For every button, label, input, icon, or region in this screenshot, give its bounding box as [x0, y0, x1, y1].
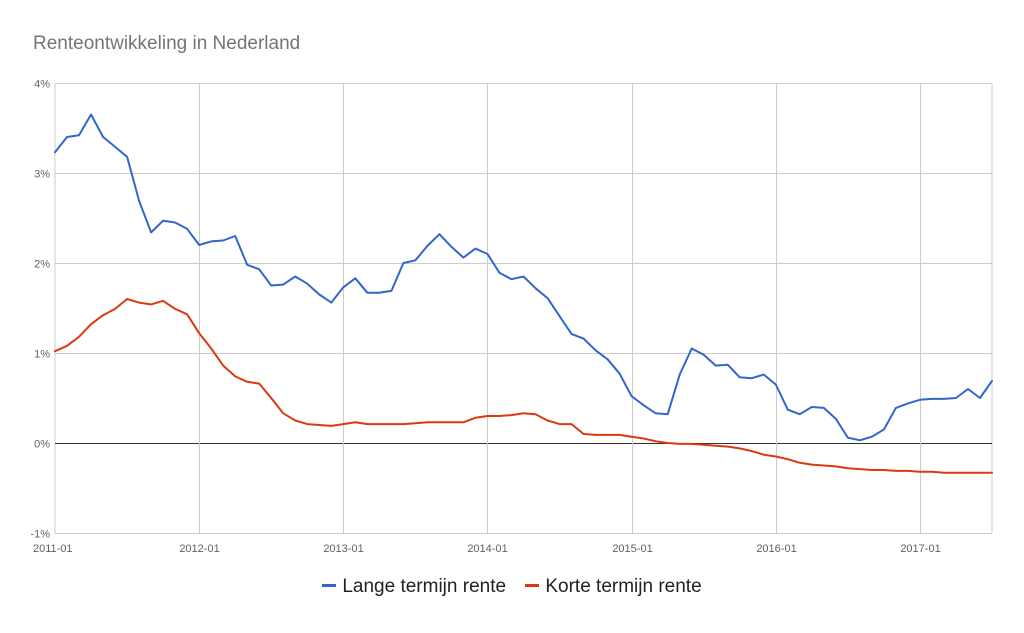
series-line-long-term [54, 113, 993, 442]
y-tick-label: -1% [30, 529, 50, 541]
x-axis-ticks: 2011-01 2012-01 2013-01 2014-01 2015-01 2016-… [33, 543, 941, 555]
legend-item-long-term[interactable]: Lange termijn rente [322, 576, 506, 598]
series-line-short-term [54, 298, 993, 474]
chart-title: Renteontwikkeling in Nederland [33, 33, 301, 54]
y-axis-ticks: 4% 3% 2% 1% 0% -1% [30, 79, 50, 541]
x-tick-label: 2014-01 [467, 543, 507, 555]
y-tick-label: 3% [34, 169, 50, 181]
legend: Lange termijn rente Korte termijn rente [0, 576, 1024, 598]
y-tick-label: 2% [34, 259, 50, 271]
series-lines [54, 113, 993, 474]
y-tick-label: 4% [34, 79, 50, 91]
legend-label-short-term: Korte termijn rente [545, 576, 702, 597]
y-tick-label: 1% [34, 349, 50, 361]
grid-lines [54, 83, 993, 534]
x-tick-label: 2015-01 [612, 543, 652, 555]
x-tick-label: 2017-01 [900, 543, 940, 555]
x-tick-label: 2012-01 [179, 543, 219, 555]
y-tick-label: 0% [34, 439, 50, 451]
x-tick-label: 2013-01 [323, 543, 363, 555]
x-tick-label: 2011-01 [33, 543, 73, 555]
x-tick-label: 2016-01 [756, 543, 796, 555]
legend-label-long-term: Lange termijn rente [342, 576, 507, 597]
legend-swatch-long-term [322, 584, 337, 588]
legend-item-short-term[interactable]: Korte termijn rente [525, 576, 702, 598]
legend-swatch-short-term [525, 584, 540, 588]
